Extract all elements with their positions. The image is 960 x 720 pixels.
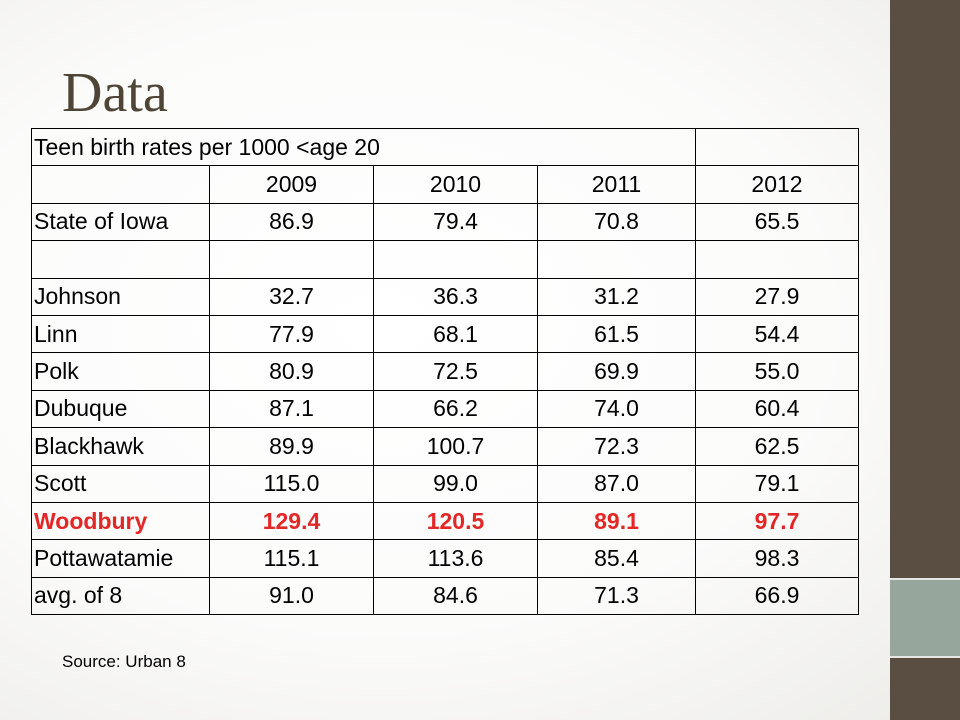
state-row: State of Iowa 86.9 79.4 70.8 65.5 <box>31 202 859 242</box>
rate-cell: 31.2 <box>537 277 696 316</box>
table-cell-empty <box>695 240 859 279</box>
year-header: 2011 <box>537 165 696 204</box>
rate-cell: 62.5 <box>695 427 859 466</box>
rate-cell: 98.3 <box>695 539 859 578</box>
rate-cell: 68.1 <box>373 314 538 354</box>
birth-rate-table: Teen birth rates per 1000 <age 20 2009 2… <box>31 127 859 616</box>
rate-cell: 87.0 <box>537 464 696 503</box>
row-label: avg. of 8 <box>31 576 210 616</box>
rate-cell: 80.9 <box>209 352 374 391</box>
row-label: Scott <box>31 464 210 503</box>
rate-cell: 85.4 <box>537 539 696 578</box>
rate-cell: 97.7 <box>695 501 859 541</box>
rate-cell: 77.9 <box>209 314 374 354</box>
row-label: Polk <box>31 352 210 391</box>
spacer-row <box>31 240 859 279</box>
row-label: Woodbury <box>31 501 210 541</box>
rate-cell: 54.4 <box>695 314 859 354</box>
sidebar-accent-divider-bottom <box>890 656 960 658</box>
rate-cell: 115.1 <box>209 539 374 578</box>
rate-cell: 74.0 <box>537 389 696 429</box>
rate-cell: 87.1 <box>209 389 374 429</box>
rate-cell: 27.9 <box>695 277 859 316</box>
row-label: Blackhawk <box>31 427 210 466</box>
rate-cell: 71.3 <box>537 576 696 616</box>
rate-cell: 89.9 <box>209 427 374 466</box>
table-row: Linn 77.9 68.1 61.5 54.4 <box>31 314 859 354</box>
table-title: Teen birth rates per 1000 <age 20 <box>31 127 696 167</box>
rate-cell: 84.6 <box>373 576 538 616</box>
rate-cell: 60.4 <box>695 389 859 429</box>
sidebar-accent-block <box>890 578 960 658</box>
table-row: Polk 80.9 72.5 69.9 55.0 <box>31 352 859 391</box>
rate-cell: 70.8 <box>537 202 696 242</box>
rate-cell: 32.7 <box>209 277 374 316</box>
year-header: 2009 <box>209 165 374 204</box>
rate-cell: 61.5 <box>537 314 696 354</box>
table-cell-empty <box>537 240 696 279</box>
row-label: State of Iowa <box>31 202 210 242</box>
table-cell-empty <box>209 240 374 279</box>
rate-cell: 91.0 <box>209 576 374 616</box>
table-row: Dubuque 87.1 66.2 74.0 60.4 <box>31 389 859 429</box>
rate-cell: 100.7 <box>373 427 538 466</box>
year-header-row: 2009 2010 2011 2012 <box>31 165 859 204</box>
rate-cell: 120.5 <box>373 501 538 541</box>
table-title-row: Teen birth rates per 1000 <age 20 <box>31 127 859 167</box>
rate-cell: 65.5 <box>695 202 859 242</box>
rate-cell: 55.0 <box>695 352 859 391</box>
rate-cell: 72.3 <box>537 427 696 466</box>
rate-cell: 79.1 <box>695 464 859 503</box>
table-cell-empty <box>373 240 538 279</box>
rate-cell: 66.9 <box>695 576 859 616</box>
highlighted-row: Woodbury 129.4 120.5 89.1 97.7 <box>31 501 859 541</box>
rate-cell: 89.1 <box>537 501 696 541</box>
rate-cell: 79.4 <box>373 202 538 242</box>
year-header: 2012 <box>695 165 859 204</box>
rate-cell: 72.5 <box>373 352 538 391</box>
row-label: Johnson <box>31 277 210 316</box>
rate-cell: 69.9 <box>537 352 696 391</box>
slide-title: Data <box>62 62 168 124</box>
row-label: Linn <box>31 314 210 354</box>
table-cell-empty <box>31 240 210 279</box>
table-row: Scott 115.0 99.0 87.0 79.1 <box>31 464 859 503</box>
rate-cell: 115.0 <box>209 464 374 503</box>
rate-cell: 129.4 <box>209 501 374 541</box>
table-row: Blackhawk 89.9 100.7 72.3 62.5 <box>31 427 859 466</box>
rate-cell: 99.0 <box>373 464 538 503</box>
row-label: Dubuque <box>31 389 210 429</box>
table-row: Johnson 32.7 36.3 31.2 27.9 <box>31 277 859 316</box>
year-header: 2010 <box>373 165 538 204</box>
average-row: avg. of 8 91.0 84.6 71.3 66.9 <box>31 576 859 616</box>
source-note: Source: Urban 8 <box>62 652 186 671</box>
rate-cell: 36.3 <box>373 277 538 316</box>
table-cell-empty <box>695 127 859 167</box>
table-row: Pottawatamie 115.1 113.6 85.4 98.3 <box>31 539 859 578</box>
table-cell-empty <box>31 165 210 204</box>
row-label: Pottawatamie <box>31 539 210 578</box>
rate-cell: 86.9 <box>209 202 374 242</box>
sidebar-accent-divider-top <box>890 578 960 580</box>
rate-cell: 113.6 <box>373 539 538 578</box>
rate-cell: 66.2 <box>373 389 538 429</box>
